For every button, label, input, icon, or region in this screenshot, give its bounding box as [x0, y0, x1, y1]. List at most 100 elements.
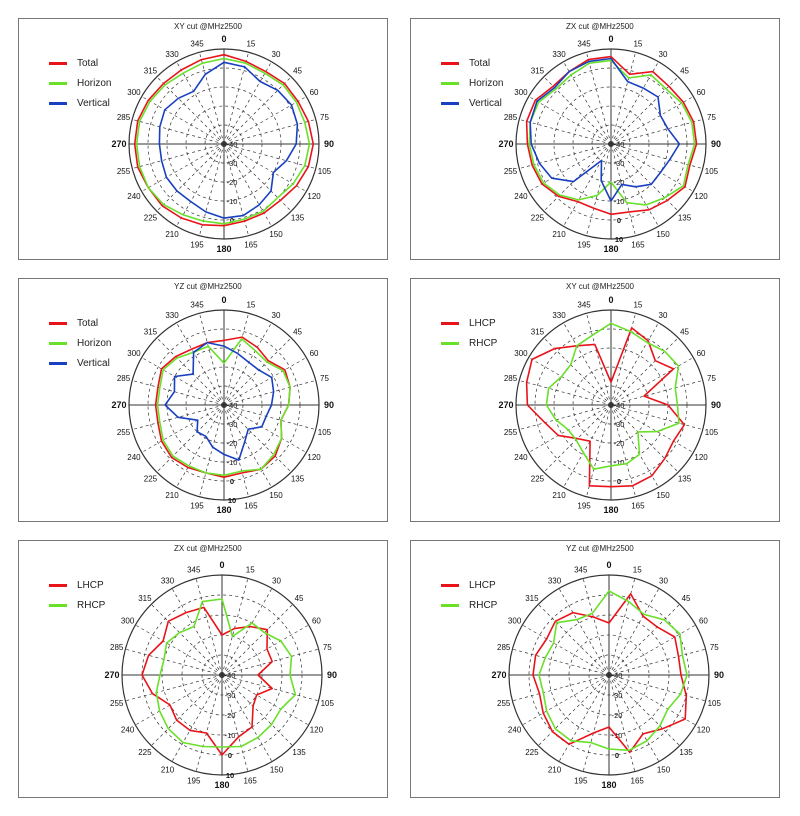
grid-spoke: [223, 380, 316, 406]
radial-tick-label: -40: [614, 140, 625, 149]
legend-label: Vertical: [77, 357, 110, 369]
grid-spoke: [543, 143, 612, 212]
angle-tick-label: 135: [291, 475, 305, 484]
series-line-lhcp: [532, 593, 688, 754]
angle-tick-label: 150: [656, 230, 670, 239]
angle-tick-label: 345: [190, 40, 204, 49]
angle-tick-label: 180: [603, 505, 618, 515]
angle-tick-label: 135: [679, 748, 693, 757]
grid-spoke: [608, 578, 636, 676]
angle-tick-label: 60: [699, 617, 708, 626]
grid-spoke: [563, 322, 612, 406]
grid-spoke: [151, 674, 223, 746]
radial-tick-label: 10: [226, 771, 234, 780]
grid-spoke: [610, 119, 703, 145]
radial-tick-label: -30: [612, 691, 623, 700]
radial-tick-label: -30: [614, 420, 625, 429]
legend-swatch-horizon: [441, 81, 459, 85]
radial-tick-label: -20: [227, 178, 238, 187]
legend: LHCP RHCP: [441, 575, 497, 615]
angle-tick-label: 315: [531, 66, 545, 75]
grid-spoke: [522, 624, 610, 676]
grid-spoke: [223, 404, 292, 473]
angle-tick-label: 30: [659, 311, 668, 320]
angle-tick-label: 105: [705, 428, 719, 437]
angle-tick-label: 270: [498, 400, 513, 410]
polar-grid: [128, 48, 320, 240]
angle-tick-label: 195: [577, 240, 591, 249]
angle-tick-label: 135: [291, 214, 305, 223]
angle-tick-label: 330: [165, 50, 179, 59]
grid-spoke: [538, 604, 610, 676]
grid-spoke: [156, 76, 225, 145]
grid-spoke: [223, 96, 307, 145]
angle-tick-label: 315: [138, 594, 152, 603]
angle-tick-label: 195: [577, 501, 591, 510]
angle-tick-label: 240: [514, 192, 528, 201]
angle-tick-label: 0: [221, 295, 226, 305]
grid-spoke: [223, 143, 249, 236]
grid-spoke: [221, 578, 249, 676]
polar-chart-4: 0 15 30 45 60 75 90 105 120 135 150 165 180 195 210 225…: [498, 295, 721, 515]
series-line-rhcp: [545, 322, 680, 470]
angle-tick-label: 120: [310, 726, 324, 735]
grid-spoke: [141, 96, 225, 145]
angle-tick-label: 90: [711, 400, 721, 410]
radial-tick-label: 0: [228, 751, 232, 760]
grid-spoke: [135, 624, 223, 676]
angle-tick-label: 315: [144, 327, 158, 336]
polar-chart-2: 0 15 30 45 60 75 90 105 120 135 150 165 180 195 210 225…: [498, 34, 721, 254]
angle-tick-label: 60: [312, 617, 321, 626]
grid-spoke: [176, 404, 225, 488]
legend-swatch-rhcp: [49, 603, 67, 607]
legend-item-vertical: Vertical: [49, 353, 111, 373]
grid-spoke: [221, 674, 309, 726]
grid-spoke: [610, 404, 694, 453]
angle-tick-label: 195: [574, 776, 588, 785]
angle-tick-label: 300: [514, 349, 528, 358]
angle-tick-label: 195: [190, 501, 204, 510]
angle-tick-label: 270: [491, 670, 506, 680]
legend-label: Total: [77, 57, 99, 69]
angle-tick-label: 180: [214, 780, 229, 790]
grid-spoke: [543, 404, 612, 473]
radial-tick-label: 0: [230, 477, 234, 486]
chart-title: YZ cut @MHz2500: [174, 282, 242, 291]
angle-tick-label: 150: [269, 491, 283, 500]
angle-tick-label: 255: [497, 699, 511, 708]
chart-title: YZ cut @MHz2500: [566, 544, 634, 553]
grid-spoke: [543, 337, 612, 406]
angle-tick-label: 90: [714, 670, 724, 680]
radial-tick-label: -40: [225, 671, 236, 680]
angle-tick-label: 345: [577, 301, 591, 310]
grid-spoke: [558, 674, 610, 762]
grid-spoke: [586, 313, 612, 406]
angle-tick-label: 180: [601, 780, 616, 790]
polar-grid: [128, 309, 320, 501]
grid-spoke: [610, 143, 636, 236]
grid-spoke: [156, 143, 225, 212]
legend-label: RHCP: [77, 599, 106, 611]
angle-tick-label: 270: [111, 139, 126, 149]
radial-tick-label: -10: [612, 731, 623, 740]
grid-spoke: [132, 143, 225, 169]
radial-tick-label: -10: [225, 731, 236, 740]
angle-tick-label: 300: [121, 617, 135, 626]
angle-tick-label: 105: [321, 699, 335, 708]
grid-spoke: [199, 404, 225, 497]
chart-panel-3: 0 15 30 45 60 75 90 105 120 135 150 165 180 195 210 225…: [18, 278, 388, 522]
angle-tick-label: 240: [127, 453, 141, 462]
grid-spoke: [125, 648, 223, 676]
grid-spoke: [223, 404, 272, 488]
grid-spoke: [610, 404, 679, 473]
angle-tick-label: 15: [246, 566, 255, 575]
chart-title: ZX cut @MHz2500: [566, 22, 634, 31]
series-line-total: [525, 55, 698, 216]
angle-tick-label: 165: [631, 240, 645, 249]
radial-tick-label: -10: [227, 197, 238, 206]
grid-spoke: [528, 143, 612, 192]
grid-spoke: [223, 404, 249, 497]
radial-tick-label: -30: [225, 691, 236, 700]
radial-tick-label: -40: [612, 671, 623, 680]
legend: Total Horizon Vertical: [441, 53, 503, 113]
